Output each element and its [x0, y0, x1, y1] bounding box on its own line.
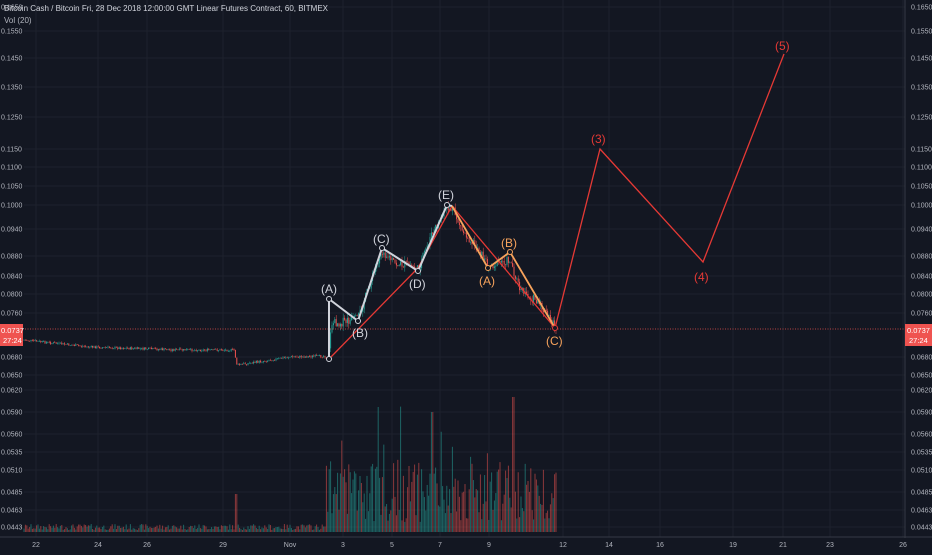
price-tick-label: 0.1050 — [911, 184, 932, 191]
price-tick-label: 0.0880 — [911, 254, 932, 261]
left-price-tick-label: 0.0940 — [1, 227, 23, 234]
time-tick-label: Nov — [284, 542, 297, 549]
anchor-point[interactable] — [355, 318, 361, 324]
time-tick-label: 21 — [779, 542, 787, 549]
left-price-tick-label: 0.1250 — [1, 115, 23, 122]
price-tick-label: 0.0560 — [911, 432, 932, 439]
price-tick-label: 0.0443 — [911, 525, 932, 532]
left-price-tick-label: 0.0800 — [1, 292, 23, 299]
wave-label-C: (C) — [373, 232, 390, 246]
price-tick-label: 0.0680 — [911, 355, 932, 362]
left-price-tick-label: 0.0680 — [1, 355, 23, 362]
time-tick-label: 14 — [605, 542, 613, 549]
grid-lines — [24, 0, 905, 537]
price-tick-label: 0.0590 — [911, 410, 932, 417]
price-tick-label: 0.1100 — [911, 165, 932, 172]
price-tick-label: 0.1250 — [911, 115, 932, 122]
time-tick-label: 23 — [826, 542, 834, 549]
left-price-tick-label: 0.1150 — [1, 147, 22, 154]
volume-bars — [23, 397, 557, 532]
time-tick-label: 5 — [390, 542, 394, 549]
symbol-title: Bitcoin Cash / Bitcoin Fri, 28 Dec 2018 … — [4, 4, 328, 13]
wave-label-E: (E) — [438, 188, 454, 202]
left-price-tick-label: 0.0463 — [1, 508, 23, 515]
left-price-tick-label: 0.0590 — [1, 410, 23, 417]
left-price-tick-label: 0.0650 — [1, 373, 23, 380]
time-tick-label: 26 — [143, 542, 151, 549]
current-price-badge: 0.0737 27:24 — [905, 324, 932, 346]
price-tick-label: 0.0463 — [911, 508, 932, 515]
left-price-tick-label: 0.0510 — [1, 468, 23, 475]
elliott-wave-drawings[interactable]: (A) (B) (C) (D) (E) (A) (B) (C) (3) (4) … — [321, 39, 790, 362]
price-tick-label: 0.1350 — [911, 85, 932, 92]
anchor-point[interactable] — [444, 202, 450, 208]
orange-label-B: (B) — [501, 236, 517, 250]
left-price-tick-label: 0.1000 — [1, 203, 23, 210]
left-price-tick-label: 0.1050 — [1, 184, 23, 191]
anchor-point[interactable] — [415, 268, 421, 274]
left-price-badge: 0.0737 27:24 — [0, 324, 24, 346]
left-price-tick-label: 0.1350 — [1, 85, 23, 92]
anchor-point[interactable] — [507, 249, 513, 255]
left-price-tick-label: 0.1450 — [1, 56, 23, 63]
price-tick-label: 0.0760 — [911, 311, 932, 318]
wave-label-A: (A) — [321, 282, 337, 296]
time-tick-label: 19 — [729, 542, 737, 549]
anchor-point[interactable] — [379, 245, 385, 251]
left-price-tick-label: 0.0880 — [1, 254, 23, 261]
time-tick-label: 29 — [219, 542, 227, 549]
price-tick-label: 0.0620 — [911, 388, 932, 395]
left-price-tick-label: 0.0443 — [1, 525, 23, 532]
time-tick-label: 22 — [32, 542, 40, 549]
volume-indicator-label: Vol (20) — [4, 16, 32, 25]
time-tick-label: 9 — [487, 542, 491, 549]
price-tick-label: 0.0535 — [911, 450, 932, 457]
red-label-3: (3) — [591, 132, 606, 146]
left-price-tick-label: 0.0840 — [1, 274, 23, 281]
left-price-tick-label: 0.0760 — [1, 311, 23, 318]
orange-label-C: (C) — [546, 334, 563, 348]
countdown-timer: 27:24 — [909, 336, 928, 345]
price-tick-label: 0.0510 — [911, 468, 932, 475]
price-scale[interactable]: 0.1650 0.1650 0.1550 0.1550 0.1450 0.1450 0.13… — [1, 0, 932, 538]
price-tick-label: 0.0650 — [911, 373, 932, 380]
time-tick-label: 3 — [341, 542, 345, 549]
left-price-tick-label: 0.0535 — [1, 450, 23, 457]
price-tick-label: 0.1000 — [911, 203, 932, 210]
time-tick-label: 26 — [899, 542, 907, 549]
price-tick-label: 0.1550 — [911, 29, 932, 36]
left-price-tick-label: 0.0560 — [1, 432, 23, 439]
left-price-tick-label: 0.1550 — [1, 29, 23, 36]
current-price-value: 0.0737 — [907, 326, 930, 335]
left-price-tick-label: 0.0485 — [1, 490, 23, 497]
wave-label-D: (D) — [409, 277, 426, 291]
red-label-5: (5) — [775, 39, 790, 53]
left-price-tick-label: 0.0620 — [1, 388, 23, 395]
orange-label-A: (A) — [479, 274, 495, 288]
time-axis[interactable]: 22 24 26 29 Nov 3 5 7 9 12 14 16 19 21 23 26 — [0, 536, 932, 549]
left-price-tick-label: 0.1100 — [1, 165, 22, 172]
price-tick-label: 0.0940 — [911, 227, 932, 234]
left-price-value: 0.0737 — [1, 326, 24, 335]
time-tick-label: 7 — [438, 542, 442, 549]
price-tick-label: 0.1450 — [911, 56, 932, 63]
wave-label-B: (B) — [352, 326, 368, 340]
price-tick-label: 0.1650 — [911, 5, 932, 12]
price-tick-label: 0.1150 — [911, 147, 932, 154]
anchor-point[interactable] — [485, 265, 491, 271]
time-tick-label: 12 — [559, 542, 567, 549]
anchor-point[interactable] — [326, 296, 332, 302]
price-tick-label: 0.0840 — [911, 274, 932, 281]
price-tick-label: 0.0485 — [911, 490, 932, 497]
red-label-4: (4) — [694, 270, 709, 284]
left-price-tick-label: 0.1650 — [1, 5, 23, 12]
left-countdown: 27:24 — [3, 336, 22, 345]
anchor-point[interactable] — [326, 356, 332, 362]
time-tick-label: 16 — [656, 542, 664, 549]
time-tick-label: 24 — [94, 542, 102, 549]
price-tick-label: 0.0800 — [911, 292, 932, 299]
orange-wave-abc[interactable] — [451, 205, 556, 329]
anchor-point[interactable] — [552, 325, 558, 331]
